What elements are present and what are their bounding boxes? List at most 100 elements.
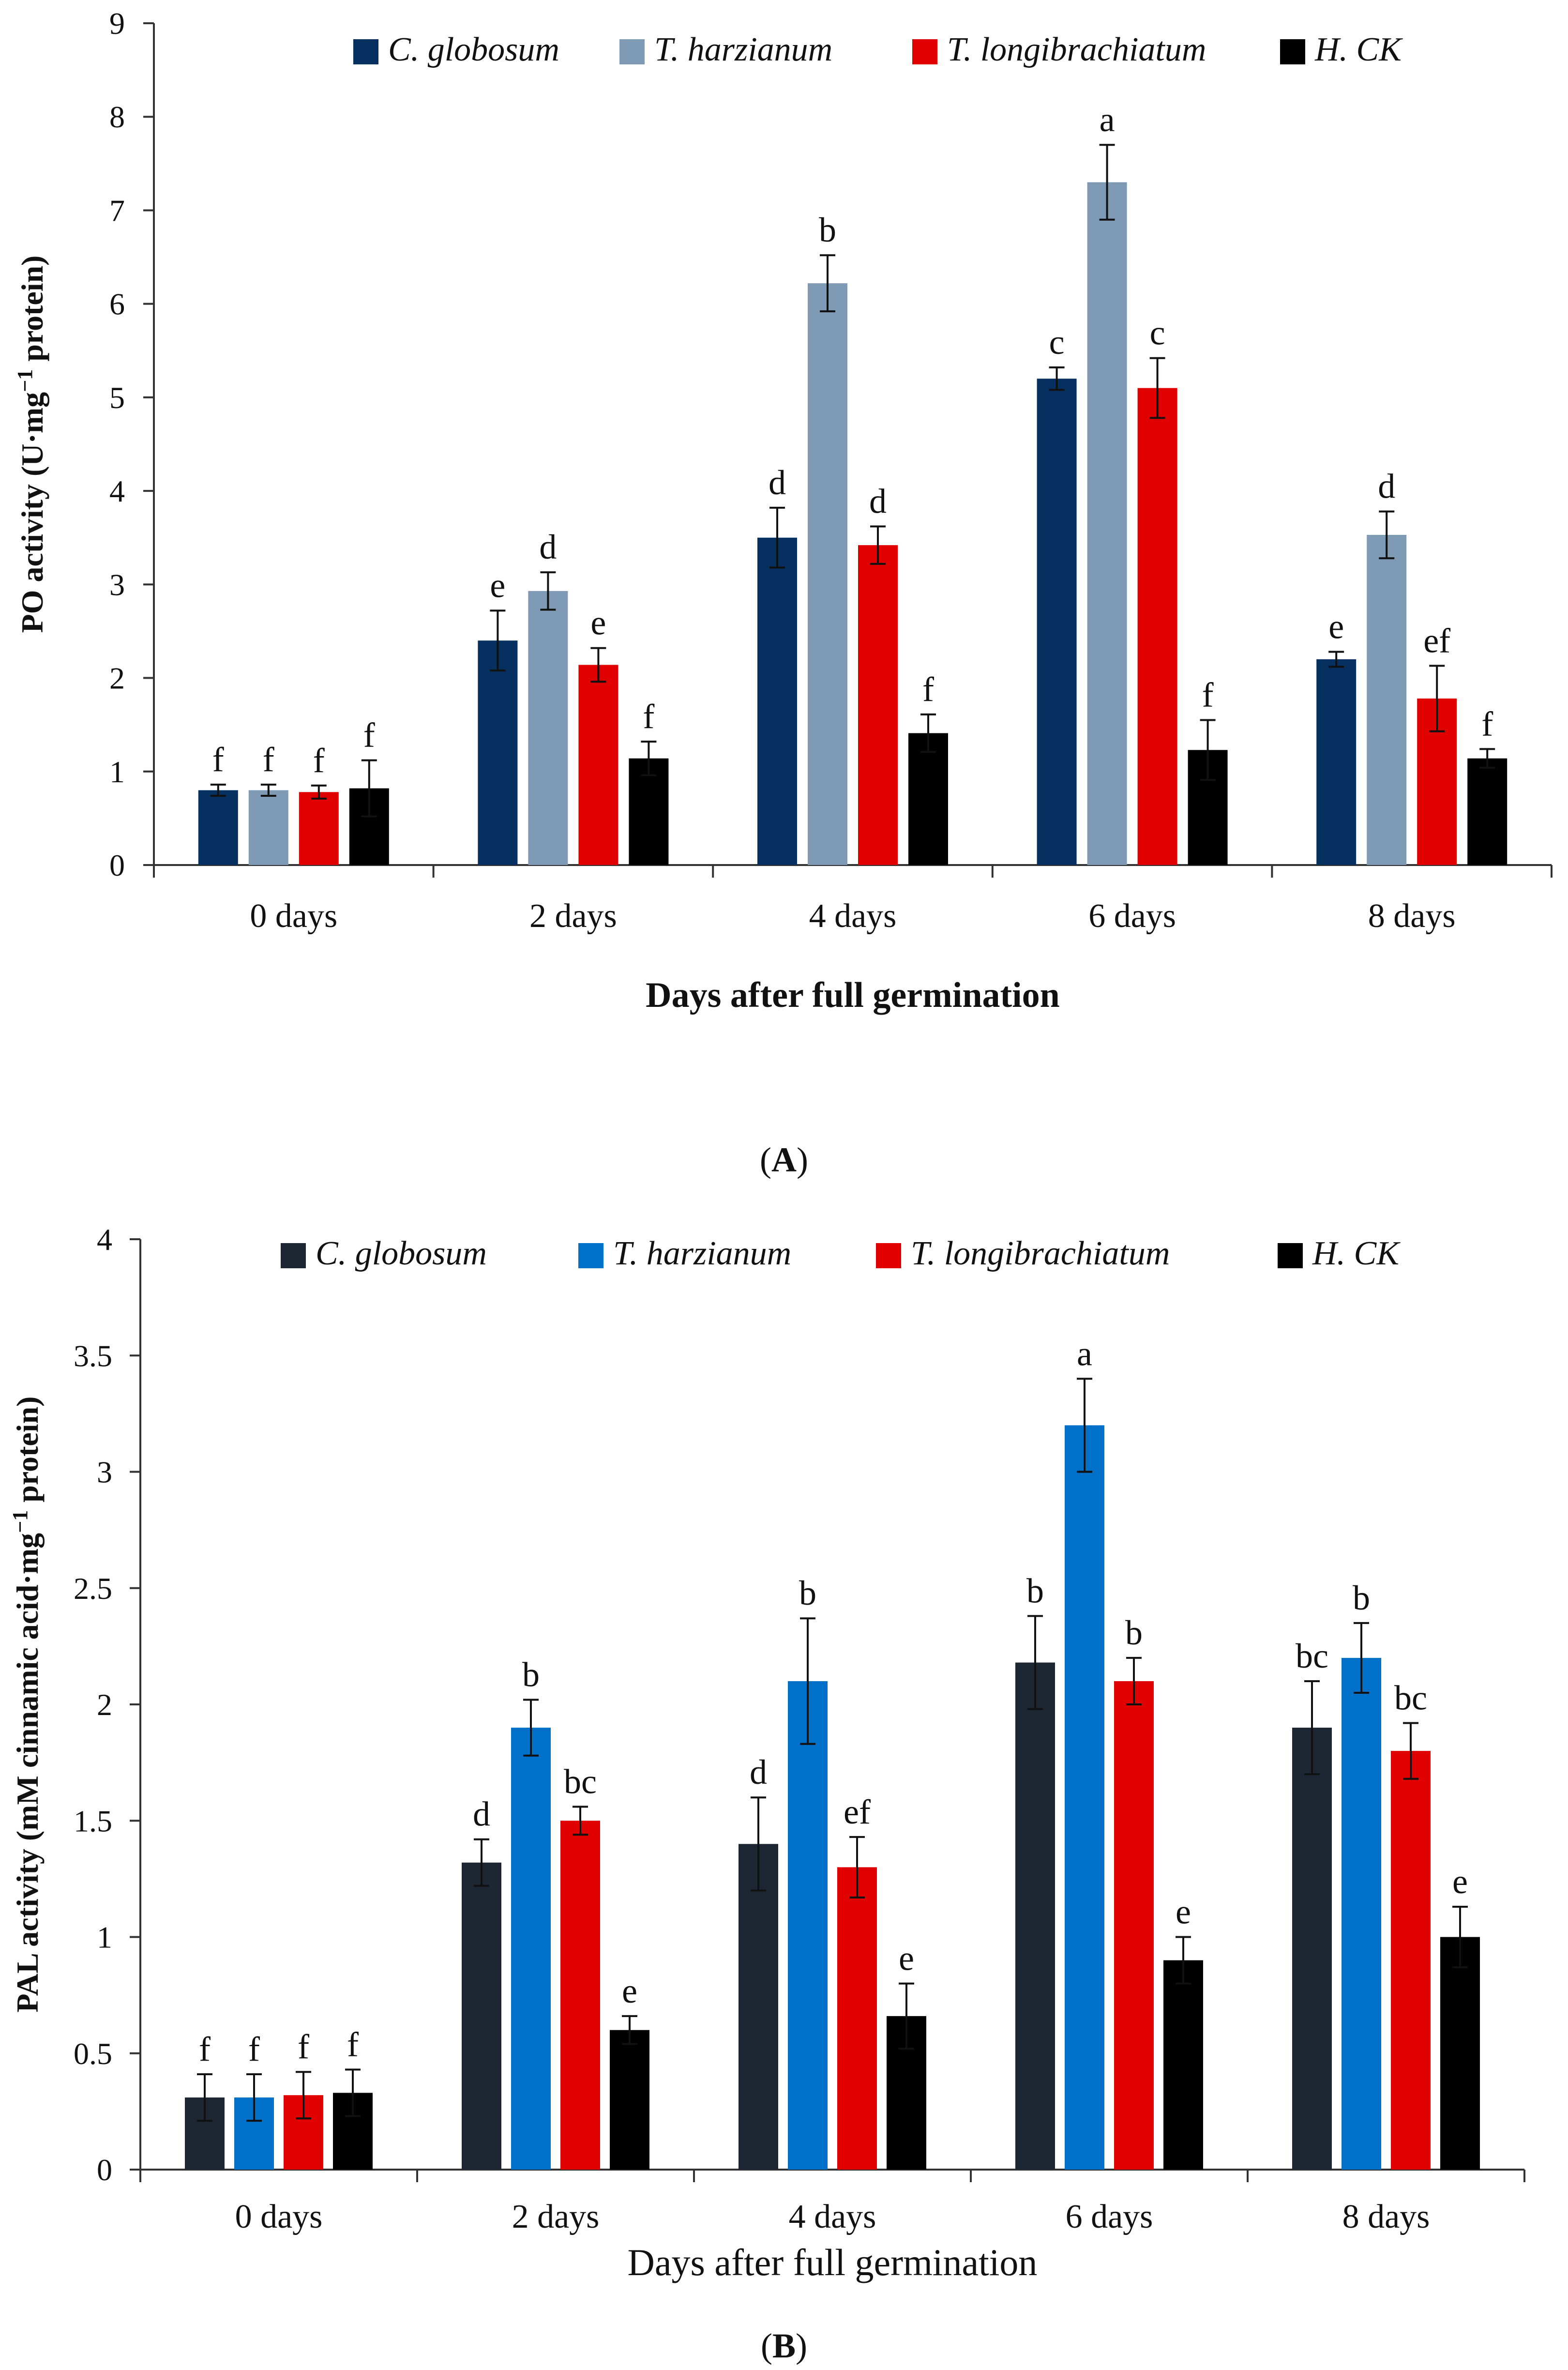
- significance-letter: a: [1077, 1334, 1092, 1373]
- legend-label: T. harzianum: [654, 31, 832, 68]
- significance-letter: f: [1202, 676, 1214, 714]
- chart-panel-a: 0 1 2 3 4 5 6 7 8 9 0 days 2 days 4 days 6 days 8 days…: [13, 6, 1553, 1179]
- significance-letter: d: [869, 482, 887, 521]
- bar: [1467, 758, 1508, 865]
- y-axis-label-superscript: −1: [8, 1510, 32, 1533]
- bar: [1342, 1657, 1381, 2170]
- panel-label-close: ): [797, 1140, 808, 1179]
- significance-letter: b: [1353, 1579, 1370, 1617]
- significance-letter: e: [490, 566, 505, 605]
- bar: [610, 2030, 649, 2170]
- bar: [1037, 379, 1077, 865]
- panel-label-close: ): [796, 2326, 807, 2365]
- panel-label-letter: B: [772, 2326, 796, 2365]
- significance-letter: d: [473, 1795, 490, 1834]
- significance-letter: e: [622, 1972, 637, 2010]
- bar: [1391, 1751, 1431, 2170]
- x-axis-label: Days after full germination: [646, 975, 1060, 1015]
- significance-letter: ef: [1423, 621, 1450, 660]
- bar: [299, 792, 339, 865]
- x-tick-label: 6 days: [1088, 897, 1176, 935]
- y-tick-label: 0: [109, 848, 125, 882]
- significance-letter: b: [799, 1574, 816, 1612]
- significance-letter: d: [769, 463, 786, 502]
- legend-swatch: [619, 39, 645, 64]
- legend-label: T. longibrachiatum: [947, 31, 1206, 68]
- significance-letter: f: [643, 697, 654, 736]
- y-tick-label: 5: [109, 380, 125, 415]
- significance-letter: d: [1378, 467, 1395, 506]
- y-tick-label: 1: [97, 1920, 112, 1955]
- bar: [462, 1862, 501, 2170]
- bar: [560, 1821, 600, 2170]
- series-t-harzianum: f b b a b: [234, 1334, 1381, 2170]
- significance-letter: f: [263, 740, 274, 779]
- y-tick-label: 4: [109, 474, 125, 508]
- y-tick-label: 6: [109, 287, 125, 321]
- x-tick-label: 0 days: [250, 897, 337, 935]
- bar: [1137, 388, 1177, 865]
- legend: C. globosum T. harzianum T. longibrachiatu…: [353, 31, 1403, 68]
- significance-letter: c: [1049, 323, 1065, 362]
- significance-letter: bc: [564, 1762, 597, 1801]
- x-tick-label: 0 days: [235, 2198, 323, 2235]
- bar: [1015, 1662, 1055, 2170]
- y-tick-label: 3: [97, 1455, 112, 1489]
- significance-letter: d: [539, 528, 557, 566]
- x-tick-label: 8 days: [1368, 897, 1456, 935]
- legend-swatch: [912, 39, 937, 64]
- y-tick-label: 2.5: [74, 1571, 112, 1606]
- y-tick-label: 1.5: [74, 1804, 112, 1838]
- significance-letter: e: [1328, 607, 1344, 646]
- x-tick-label: 8 days: [1342, 2198, 1430, 2235]
- legend-swatch: [578, 1243, 603, 1268]
- x-tick-label: 4 days: [809, 897, 897, 935]
- bar: [1163, 1960, 1203, 2170]
- bar: [1114, 1681, 1154, 2170]
- significance-letter: b: [819, 211, 836, 249]
- significance-letter: f: [347, 2025, 359, 2064]
- significance-letter: b: [1026, 1571, 1044, 1610]
- y-axis-label: PO activity (U·mg−1 protein): [13, 256, 49, 633]
- y-tick-label: 0.5: [74, 2036, 112, 2071]
- bar: [1367, 534, 1407, 865]
- y-axis-label-superscript: −1: [13, 369, 37, 392]
- y-axis-label-tail: protein): [15, 256, 49, 369]
- significance-letter: f: [248, 2030, 260, 2068]
- bar: [478, 640, 518, 865]
- legend-label: T. longibrachiatum: [911, 1235, 1170, 1272]
- significance-letter: a: [1100, 100, 1115, 139]
- bar: [198, 790, 238, 865]
- bar: [837, 1867, 877, 2170]
- bar: [1292, 1728, 1332, 2170]
- significance-letter: e: [1452, 1862, 1468, 1901]
- legend-swatch: [353, 39, 378, 64]
- y-tick-label: 3.5: [74, 1338, 112, 1373]
- y-tick-label: 0: [97, 2153, 112, 2187]
- bar: [1440, 1937, 1480, 2170]
- bar: [1087, 182, 1127, 865]
- y-tick-label: 7: [109, 193, 125, 228]
- y-tick-label: 3: [109, 567, 125, 602]
- bar: [578, 665, 618, 865]
- significance-letter: e: [899, 1939, 914, 1978]
- significance-letter: f: [212, 740, 224, 779]
- significance-letter: bc: [1394, 1678, 1427, 1717]
- y-tick-label: 4: [97, 1222, 112, 1257]
- legend: C. globosum T. harzianum T. longibrachiatu…: [281, 1235, 1401, 1272]
- chart-panel-b: 0 0.5 1 1.5 2 2.5 3 3.5 4 0 days 2 days 4 days 6 day…: [8, 1222, 1525, 2365]
- significance-letter: e: [1176, 1893, 1191, 1931]
- y-tick-label: 1: [109, 755, 125, 789]
- legend-label: T. harzianum: [613, 1235, 791, 1272]
- legend-swatch: [876, 1243, 901, 1268]
- significance-letter: ef: [844, 1793, 871, 1831]
- significance-letter: f: [199, 2030, 211, 2068]
- x-tick-label: 2 days: [529, 897, 617, 935]
- significance-letter: d: [750, 1753, 767, 1792]
- series-h-ck: f f f f f: [349, 670, 1508, 865]
- series-c-globosum: f d d b bc: [185, 1571, 1332, 2170]
- significance-letter: f: [298, 2027, 309, 2066]
